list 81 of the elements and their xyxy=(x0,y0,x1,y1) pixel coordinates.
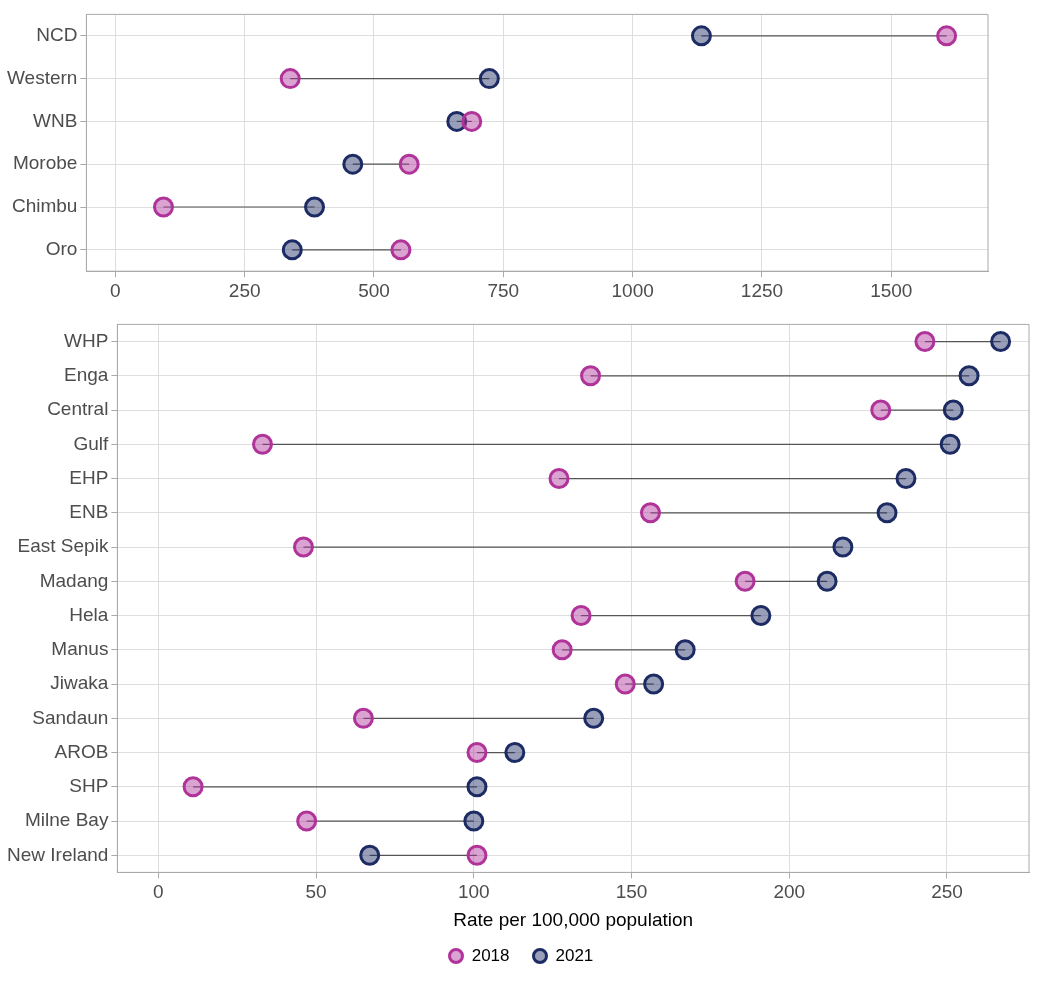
point xyxy=(551,639,573,661)
point xyxy=(583,707,605,729)
point xyxy=(152,196,174,218)
point xyxy=(292,536,314,558)
x-tick-label: 0 xyxy=(153,881,164,903)
point xyxy=(342,153,364,175)
y-tick-label: Oro xyxy=(45,238,78,260)
point xyxy=(570,605,592,627)
point xyxy=(251,433,273,455)
point xyxy=(958,365,980,387)
x-tick-label: 200 xyxy=(773,881,806,903)
point xyxy=(352,707,374,729)
y-tick-label: SHP xyxy=(69,775,109,797)
y-tick-label: Western xyxy=(6,66,78,88)
point xyxy=(504,742,526,764)
point xyxy=(870,399,892,421)
point xyxy=(279,68,301,90)
y-tick-label: Milne Bay xyxy=(24,809,109,831)
x-tick-label: 1500 xyxy=(870,279,913,301)
point xyxy=(548,468,570,490)
x-tick-label: 250 xyxy=(931,881,963,903)
point xyxy=(876,502,898,524)
y-tick-label: NCD xyxy=(36,24,78,46)
point xyxy=(461,110,483,132)
point xyxy=(466,776,488,798)
legend-label: 2021 xyxy=(555,946,594,966)
point xyxy=(398,153,420,175)
y-tick-label: Morobe xyxy=(12,152,78,174)
point xyxy=(895,468,917,490)
x-tick-label: 500 xyxy=(358,279,390,301)
y-tick-label: EHP xyxy=(69,466,109,488)
point xyxy=(643,673,665,695)
point xyxy=(639,502,661,524)
x-tick-label: 150 xyxy=(615,881,648,903)
point xyxy=(674,639,696,661)
point xyxy=(990,331,1012,353)
point xyxy=(281,239,303,261)
x-tick-label: 1000 xyxy=(611,279,654,301)
y-tick-label: Enga xyxy=(64,364,109,386)
point xyxy=(734,570,756,592)
x-tick-label: 50 xyxy=(305,881,327,903)
y-tick-label: Hela xyxy=(69,603,109,625)
point xyxy=(359,844,381,866)
point xyxy=(936,25,958,47)
point xyxy=(939,433,961,455)
point xyxy=(182,776,204,798)
point xyxy=(832,536,854,558)
point xyxy=(478,68,500,90)
point xyxy=(466,844,488,866)
point xyxy=(942,399,964,421)
point xyxy=(390,239,412,261)
x-axis-title: Rate per 100,000 population xyxy=(453,908,694,930)
y-tick-label: Central xyxy=(47,398,109,420)
legend-label: 2018 xyxy=(471,946,510,966)
point xyxy=(466,742,488,764)
point xyxy=(690,25,712,47)
y-tick-label: WHP xyxy=(64,329,109,351)
point xyxy=(580,365,602,387)
y-tick-label: Jiwaka xyxy=(50,672,109,694)
point xyxy=(614,673,636,695)
y-tick-label: ENB xyxy=(69,501,109,523)
point xyxy=(914,331,936,353)
point xyxy=(304,196,326,218)
x-tick-label: 1250 xyxy=(740,279,784,301)
y-tick-label: East Sepik xyxy=(17,535,109,557)
y-tick-label: Madang xyxy=(39,569,109,591)
y-tick-label: Sandaun xyxy=(32,706,109,728)
y-tick-label: WNB xyxy=(33,109,78,131)
point xyxy=(750,605,772,627)
x-tick-label: 0 xyxy=(110,279,121,301)
x-tick-label: 750 xyxy=(487,279,520,301)
y-tick-label: Chimbu xyxy=(11,195,78,217)
y-tick-label: Gulf xyxy=(73,432,110,454)
y-tick-label: Manus xyxy=(51,638,109,660)
point xyxy=(463,810,485,832)
x-tick-label: 100 xyxy=(457,881,490,903)
y-tick-label: AROB xyxy=(54,740,109,762)
x-tick-label: 250 xyxy=(228,279,261,301)
y-tick-label: New Ireland xyxy=(6,843,109,865)
point xyxy=(296,810,318,832)
point xyxy=(816,570,838,592)
